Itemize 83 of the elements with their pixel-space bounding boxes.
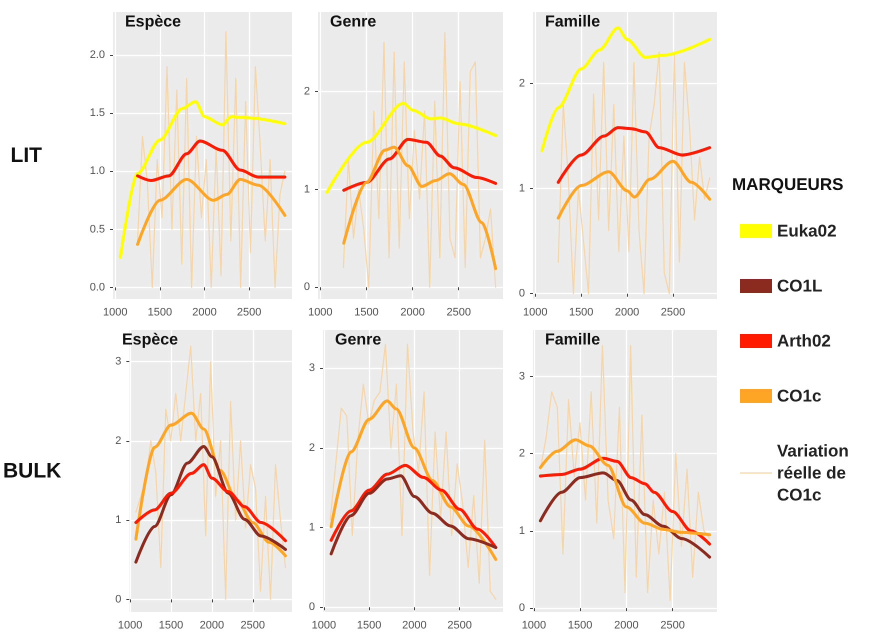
x-tick-label: 1500 — [356, 620, 382, 632]
y-tick-label: 3 — [115, 356, 122, 368]
x-tick-label: 2000 — [614, 620, 639, 632]
line-series — [330, 474, 498, 556]
x-tick-label: 1000 — [308, 306, 333, 318]
line-series — [342, 32, 496, 288]
line-series — [330, 399, 498, 561]
chart-title: Famille — [545, 14, 600, 30]
chart-title: Famille — [545, 332, 600, 348]
x-tick-label: 2500 — [446, 306, 471, 318]
line-series — [540, 26, 712, 152]
x-tick-label: 2000 — [614, 306, 640, 318]
line-series — [556, 126, 712, 184]
x-tick-label: 1000 — [522, 620, 546, 632]
legend-label: CO1L — [777, 276, 822, 296]
line-series — [538, 438, 712, 536]
x-tick-label: 1500 — [148, 306, 172, 318]
line-series — [540, 344, 710, 602]
line-series — [118, 100, 286, 259]
y-tick-label: 2.0 — [90, 48, 105, 61]
y-tick-label: 0.0 — [90, 281, 105, 294]
line-series — [136, 31, 286, 288]
y-tick-label: 0 — [115, 593, 122, 606]
legend-label: CO1c — [777, 386, 822, 406]
line-series — [558, 51, 710, 294]
chart-title: Espèce — [125, 14, 182, 30]
x-tick-label: 1500 — [354, 306, 379, 318]
line-series — [330, 344, 496, 600]
y-tick-label: 1.5 — [90, 107, 105, 120]
line-series — [136, 139, 286, 182]
y-tick-label: 3 — [308, 362, 315, 374]
line-series — [134, 463, 287, 542]
y-axis-title: BULK — [2, 460, 62, 482]
line-series — [134, 444, 287, 564]
x-tick-label: 2000 — [192, 306, 217, 318]
legend-title: MARQUEURS — [732, 175, 844, 194]
line-series — [136, 178, 286, 246]
y-tick-label: 1 — [518, 182, 525, 195]
x-tick-label: 1500 — [158, 620, 184, 632]
y-tick-label: 0 — [518, 602, 525, 614]
x-tick-label: 2000 — [200, 620, 224, 632]
x-tick-label: 2500 — [240, 620, 266, 632]
line-series — [342, 146, 498, 270]
x-tick-label: 2500 — [447, 620, 472, 632]
x-tick-label: 1500 — [568, 306, 594, 318]
y-tick-label: 1.0 — [90, 165, 105, 178]
legend-label: Euka02 — [777, 222, 837, 240]
y-tick-label: 2 — [518, 448, 525, 460]
y-tick-label: 1 — [304, 183, 310, 196]
y-tick-label: 2 — [115, 434, 122, 447]
x-tick-label: 1000 — [102, 306, 128, 318]
x-tick-label: 1000 — [118, 620, 142, 632]
y-tick-label: 1 — [308, 522, 315, 534]
x-tick-label: 2000 — [400, 306, 425, 318]
x-tick-label: 1500 — [568, 620, 592, 632]
line-series — [538, 456, 712, 546]
y-tick-label: 1 — [518, 524, 525, 537]
line-series — [556, 160, 712, 220]
legend-label: Arth02 — [777, 332, 831, 350]
x-tick-label: 1000 — [523, 306, 548, 318]
x-tick-label: 2500 — [660, 620, 685, 632]
x-tick-label: 2000 — [402, 620, 427, 632]
y-axis-title: LIT — [10, 144, 42, 167]
y-tick-label: 0 — [308, 601, 315, 614]
y-tick-label: 2 — [308, 442, 315, 454]
y-tick-label: 1 — [115, 514, 122, 526]
line-series — [330, 464, 498, 549]
y-tick-label: 3 — [518, 370, 525, 382]
chart-title: Genre — [330, 14, 376, 30]
line-series — [538, 471, 712, 559]
y-tick-label: 2 — [518, 77, 525, 90]
chart-title: Genre — [335, 332, 382, 348]
line-series — [325, 102, 498, 194]
legend-label: Variation réelle de CO1c — [777, 442, 854, 504]
x-tick-label: 2500 — [236, 306, 262, 318]
x-tick-label: 2500 — [660, 306, 686, 318]
y-tick-label: 2 — [304, 85, 310, 98]
line-series — [342, 138, 498, 192]
y-tick-label: 0 — [304, 281, 310, 294]
chart-title: Espèce — [122, 332, 178, 348]
x-tick-label: 1000 — [312, 620, 336, 632]
y-tick-label: 0.5 — [90, 223, 105, 236]
y-tick-label: 0 — [518, 288, 525, 300]
